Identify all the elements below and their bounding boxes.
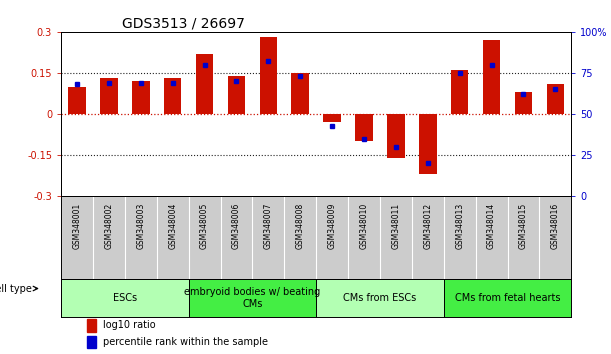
Bar [228,76,245,114]
Text: GSM348009: GSM348009 [327,203,337,249]
Bar [547,84,564,114]
Text: CMs from ESCs: CMs from ESCs [343,293,417,303]
Text: GSM348012: GSM348012 [423,203,433,249]
Text: GSM348005: GSM348005 [200,203,209,249]
Text: GSM348010: GSM348010 [359,203,368,249]
Bar [514,92,532,114]
Bar [451,70,469,114]
Bar [419,114,437,175]
Text: GSM348016: GSM348016 [551,203,560,249]
Text: cell type: cell type [0,284,32,293]
Text: ESCs: ESCs [113,293,137,303]
Text: percentile rank within the sample: percentile rank within the sample [103,337,268,347]
Bar [387,114,404,158]
Bar [260,37,277,114]
Bar [132,81,150,114]
Text: GSM348003: GSM348003 [136,203,145,249]
Text: GSM348011: GSM348011 [392,203,400,249]
Text: GDS3513 / 26697: GDS3513 / 26697 [122,17,245,31]
Text: GSM348015: GSM348015 [519,203,528,249]
Text: GSM348002: GSM348002 [104,203,114,249]
Bar [196,54,213,114]
Text: log10 ratio: log10 ratio [103,320,156,330]
Text: embryoid bodies w/ beating
CMs: embryoid bodies w/ beating CMs [185,287,321,309]
Bar [87,319,96,332]
Text: CMs from fetal hearts: CMs from fetal hearts [455,293,560,303]
Bar [61,279,189,317]
Bar [291,73,309,114]
Text: GSM348013: GSM348013 [455,203,464,249]
Text: GSM348014: GSM348014 [487,203,496,249]
Bar [444,279,571,317]
Bar [483,40,500,114]
Bar [189,279,316,317]
Bar [164,79,181,114]
Bar [100,79,118,114]
Text: GSM348006: GSM348006 [232,203,241,249]
Bar [323,114,341,122]
Text: GSM348008: GSM348008 [296,203,305,249]
Text: GSM348004: GSM348004 [168,203,177,249]
Text: GSM348001: GSM348001 [73,203,81,249]
Bar [87,336,96,348]
Bar [316,279,444,317]
Text: GSM348007: GSM348007 [264,203,273,249]
Bar [68,87,86,114]
Bar [355,114,373,142]
